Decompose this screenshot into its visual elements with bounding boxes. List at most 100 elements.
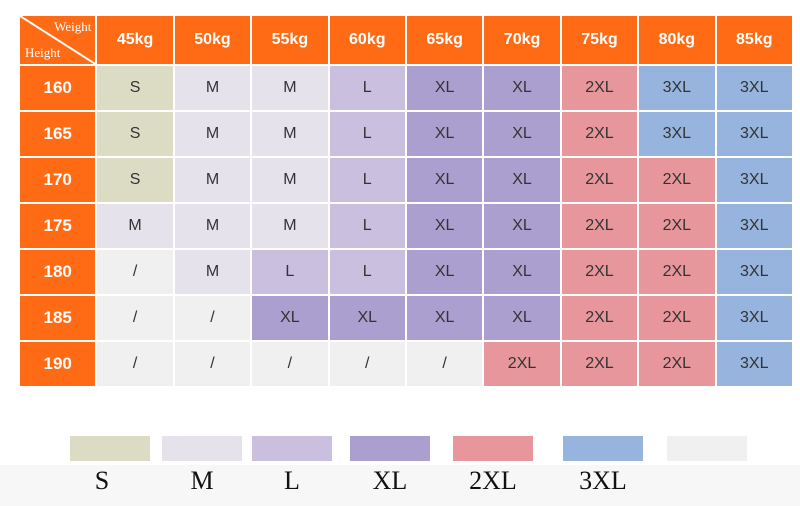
- corner-header-cell: Weight Height: [20, 16, 96, 64]
- size-cell: /: [174, 342, 251, 386]
- height-header-190: 190: [20, 342, 96, 386]
- legend-swatch: [252, 436, 332, 461]
- size-cell: XL: [484, 66, 560, 110]
- size-cell: M: [252, 204, 328, 248]
- legend-label: 3XL: [579, 466, 627, 495]
- size-cell: 3XL: [639, 112, 715, 156]
- size-cell: L: [329, 112, 405, 156]
- size-chart-table: Weight Height 45kg 50kg 55kg 60kg 65kg 70kg 75…: [18, 14, 794, 388]
- size-cell: 3XL: [716, 158, 792, 202]
- legend-swatch: [162, 436, 242, 461]
- height-header-185: 185: [20, 296, 96, 340]
- weight-header-85kg: 85kg: [716, 16, 792, 64]
- size-cell: /: [97, 296, 173, 340]
- legend-swatch: [453, 436, 533, 461]
- size-cell: 3XL: [639, 66, 715, 110]
- size-cell: /: [329, 342, 405, 386]
- legend-swatch: [563, 436, 643, 461]
- size-cell: M: [174, 112, 251, 156]
- table-row: 170 S M M L XL XL 2XL 2XL 3XL: [20, 158, 792, 202]
- weight-header-80kg: 80kg: [639, 16, 715, 64]
- size-cell: L: [329, 66, 405, 110]
- height-header-175: 175: [20, 204, 96, 248]
- size-cell: L: [329, 204, 405, 248]
- size-cell: L: [329, 158, 405, 202]
- size-cell: XL: [484, 250, 560, 294]
- size-cell: 2XL: [639, 296, 715, 340]
- size-cell: M: [174, 158, 251, 202]
- table-row: 165 S M M L XL XL 2XL 3XL 3XL: [20, 112, 792, 156]
- table-row: 180/M L L XL XL 2XL 2XL 3XL: [20, 250, 792, 294]
- size-cell: M: [252, 112, 328, 156]
- legend-label: 2XL: [469, 466, 517, 495]
- size-cell: 3XL: [716, 296, 792, 340]
- size-cell: S: [97, 66, 173, 110]
- size-cell: S: [97, 112, 173, 156]
- size-cell: 2XL: [639, 158, 715, 202]
- legend-swatch: [70, 436, 150, 461]
- legend-swatch: [350, 436, 430, 461]
- size-cell: XL: [406, 250, 483, 294]
- size-cell: M: [174, 66, 251, 110]
- size-cell: XL: [484, 296, 560, 340]
- size-cell: XL: [406, 66, 483, 110]
- size-cell: 2XL: [561, 204, 638, 248]
- size-cell: 2XL: [639, 204, 715, 248]
- legend-label: L: [284, 466, 300, 495]
- size-cell: 3XL: [716, 250, 792, 294]
- size-cell: M: [252, 66, 328, 110]
- height-header-165: 165: [20, 112, 96, 156]
- size-cell: M: [174, 204, 251, 248]
- size-cell: /: [174, 296, 251, 340]
- size-cell: M: [174, 250, 251, 294]
- size-cell: /: [97, 342, 173, 386]
- size-cell: XL: [406, 296, 483, 340]
- size-cell: XL: [406, 158, 483, 202]
- height-header-180: 180: [20, 250, 96, 294]
- height-header-170: 170: [20, 158, 96, 202]
- size-cell: 3XL: [716, 342, 792, 386]
- size-cell: /: [97, 250, 173, 294]
- size-cell: /: [406, 342, 483, 386]
- size-cell: 2XL: [639, 342, 715, 386]
- size-cell: XL: [484, 158, 560, 202]
- size-cell: 2XL: [561, 112, 638, 156]
- diagonal-divider: [20, 16, 95, 64]
- weight-header-75kg: 75kg: [561, 16, 638, 64]
- size-cell: XL: [252, 296, 328, 340]
- size-cell: /: [252, 342, 328, 386]
- size-cell: L: [252, 250, 328, 294]
- weight-header-65kg: 65kg: [406, 16, 483, 64]
- legend-label: M: [190, 466, 214, 495]
- size-cell: XL: [329, 296, 405, 340]
- size-cell: 3XL: [716, 112, 792, 156]
- weight-header-row: Weight Height 45kg 50kg 55kg 60kg 65kg 70kg 75…: [20, 16, 792, 64]
- size-cell: 2XL: [561, 158, 638, 202]
- height-axis-label: Height: [25, 45, 61, 60]
- size-chart-body: 160 S M M L XL XL 2XL 3XL 3XL 165 S M M L XL XL 2XL 3XL 3XL…: [20, 66, 792, 386]
- size-cell: 2XL: [639, 250, 715, 294]
- size-cell: 3XL: [716, 66, 792, 110]
- legend-label-bar: [0, 465, 800, 506]
- weight-header-70kg: 70kg: [484, 16, 560, 64]
- size-cell: 2XL: [561, 66, 638, 110]
- weight-header-55kg: 55kg: [252, 16, 328, 64]
- legend-label: XL: [372, 466, 408, 495]
- legend-swatch: [667, 436, 747, 461]
- size-cell: M: [97, 204, 173, 248]
- size-cell: M: [252, 158, 328, 202]
- table-row: 160 S M M L XL XL 2XL 3XL 3XL: [20, 66, 792, 110]
- height-header-160: 160: [20, 66, 96, 110]
- weight-header-45kg: 45kg: [97, 16, 173, 64]
- weight-header-60kg: 60kg: [329, 16, 405, 64]
- size-cell: XL: [406, 112, 483, 156]
- size-cell: S: [97, 158, 173, 202]
- size-cell: XL: [484, 204, 560, 248]
- size-cell: XL: [406, 204, 483, 248]
- size-cell: 2XL: [561, 342, 638, 386]
- table-row: 175 M M M L XL XL 2XL 2XL 3XL: [20, 204, 792, 248]
- weight-axis-label: Weight: [54, 19, 92, 34]
- size-cell: L: [329, 250, 405, 294]
- legend-label: S: [94, 466, 110, 495]
- weight-header-50kg: 50kg: [174, 16, 251, 64]
